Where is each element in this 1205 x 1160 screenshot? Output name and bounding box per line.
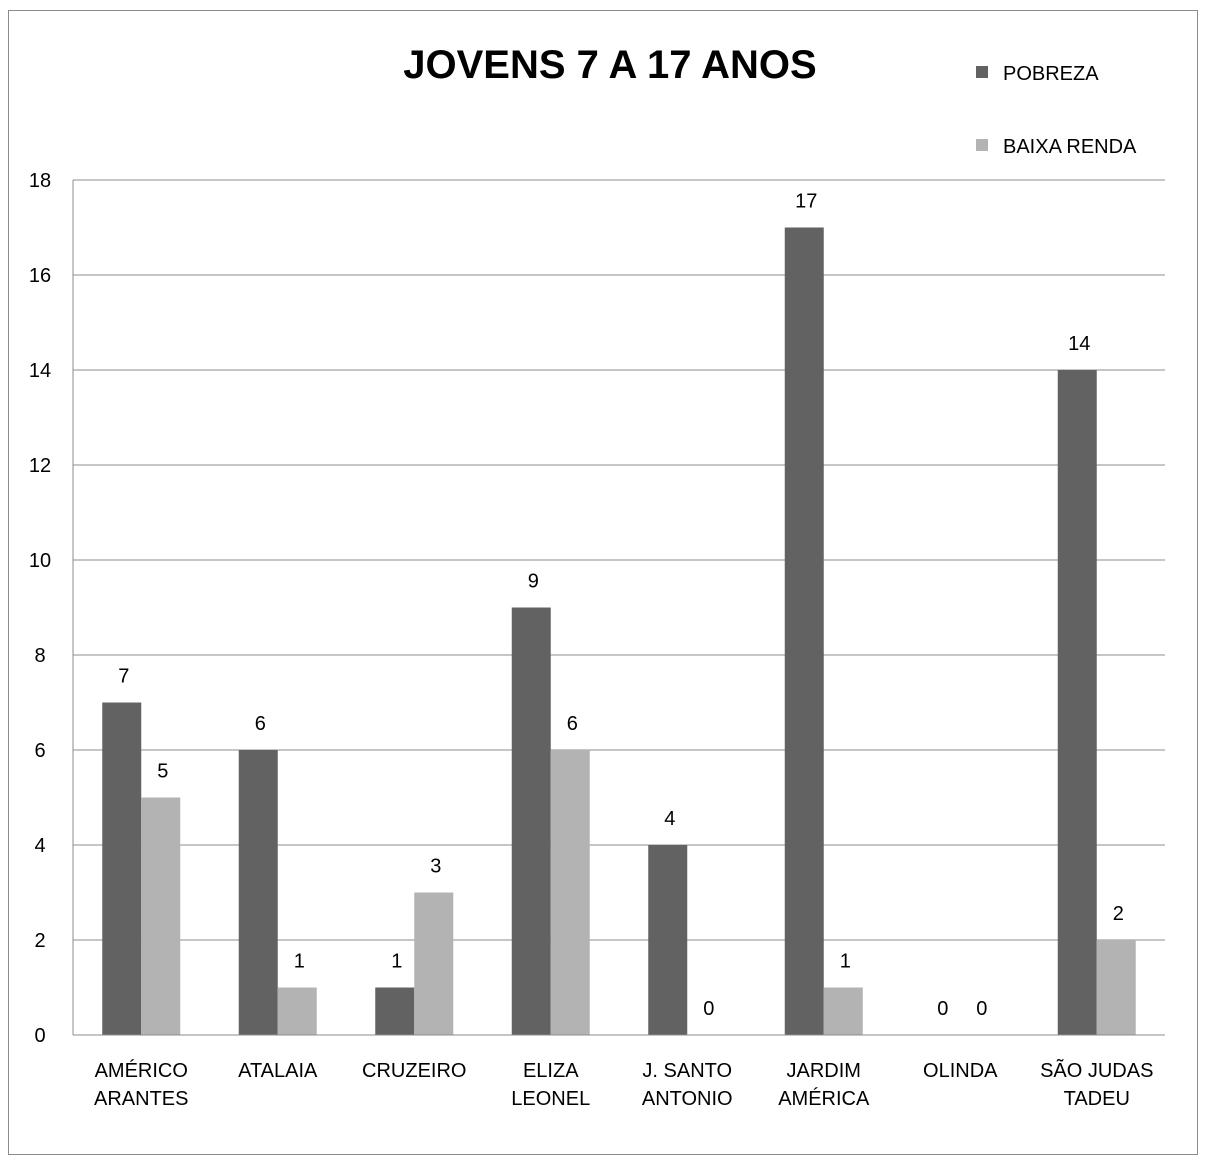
x-tick-label: TADEU: [1064, 1088, 1130, 1110]
y-tick-label: 6: [34, 740, 45, 762]
y-tick-label: 4: [34, 835, 45, 857]
x-tick-label: AMÉRICO: [95, 1059, 188, 1082]
data-label: 9: [528, 571, 539, 593]
y-tick-label: 8: [34, 645, 45, 667]
legend-label: BAIXA RENDA: [1003, 136, 1137, 158]
data-label: 2: [1113, 903, 1124, 925]
y-tick-label: 18: [29, 170, 51, 192]
bar-pobreza: [511, 607, 551, 1035]
y-tick-label: 10: [29, 550, 51, 572]
chart-frame: [8, 10, 1198, 1155]
data-label: 6: [567, 713, 578, 735]
y-tick-label: 0: [34, 1025, 45, 1047]
data-label: 0: [976, 998, 987, 1020]
data-label: 0: [703, 998, 714, 1020]
data-label: 5: [157, 761, 168, 783]
data-label: 6: [255, 713, 266, 735]
x-tick-label: ANTONIO: [642, 1088, 733, 1110]
x-tick-label: ATALAIA: [238, 1060, 318, 1082]
x-tick-label: LEONEL: [511, 1088, 590, 1110]
bars: [102, 227, 1136, 1035]
bar-baixa-renda: [550, 750, 590, 1035]
data-label: 3: [430, 856, 441, 878]
data-label: 4: [664, 808, 675, 830]
legend-swatch-baixa-renda: [976, 139, 988, 151]
data-label: 1: [840, 951, 851, 973]
gridlines: [73, 179, 1165, 1036]
x-tick-label: SÃO JUDAS: [1040, 1058, 1153, 1082]
bar-baixa-renda: [277, 987, 317, 1035]
legend: POBREZA BAIXA RENDA: [976, 63, 1137, 158]
bar-pobreza: [648, 845, 688, 1035]
y-tick-label: 12: [29, 455, 51, 477]
bar-baixa-renda: [1096, 940, 1136, 1035]
data-label: 14: [1068, 333, 1090, 355]
x-tick-label: J. SANTO: [642, 1060, 732, 1082]
data-label: 1: [294, 951, 305, 973]
x-axis: AMÉRICO ARANTES ATALAIA CRUZEIRO ELIZA LEONEL…: [73, 1034, 1165, 1110]
y-axis: 0 2 4 6 8 10 12 14 16 18: [29, 170, 74, 1047]
x-tick-label: OLINDA: [923, 1060, 998, 1082]
legend-swatch-pobreza: [976, 66, 988, 78]
data-label: 17: [795, 191, 817, 213]
data-label: 7: [118, 666, 129, 688]
bar-pobreza: [1057, 370, 1097, 1035]
bar-baixa-renda: [823, 987, 863, 1035]
x-tick-label: JARDIM: [787, 1060, 861, 1082]
legend-label: POBREZA: [1003, 63, 1099, 85]
x-tick-label: AMÉRICA: [778, 1087, 870, 1110]
data-label: 1: [391, 951, 402, 973]
x-tick-label: ELIZA: [523, 1060, 579, 1082]
y-tick-label: 14: [29, 360, 51, 382]
bar-pobreza: [238, 750, 278, 1035]
data-labels: 7 5 6 1 1 3 9 6 4 0 17 1 0 0 14 2: [118, 191, 1124, 1021]
chart-title: JOVENS 7 A 17 ANOS: [403, 43, 816, 87]
bar-pobreza: [375, 987, 415, 1035]
bar-baixa-renda: [141, 797, 181, 1035]
bar-baixa-renda: [414, 892, 454, 1035]
y-tick-label: 16: [29, 265, 51, 287]
y-tick-label: 2: [34, 930, 45, 952]
data-label: 0: [937, 998, 948, 1020]
x-tick-label: ARANTES: [94, 1088, 188, 1110]
x-tick-label: CRUZEIRO: [362, 1060, 466, 1082]
bar-pobreza: [102, 702, 142, 1035]
bar-pobreza: [784, 227, 824, 1035]
